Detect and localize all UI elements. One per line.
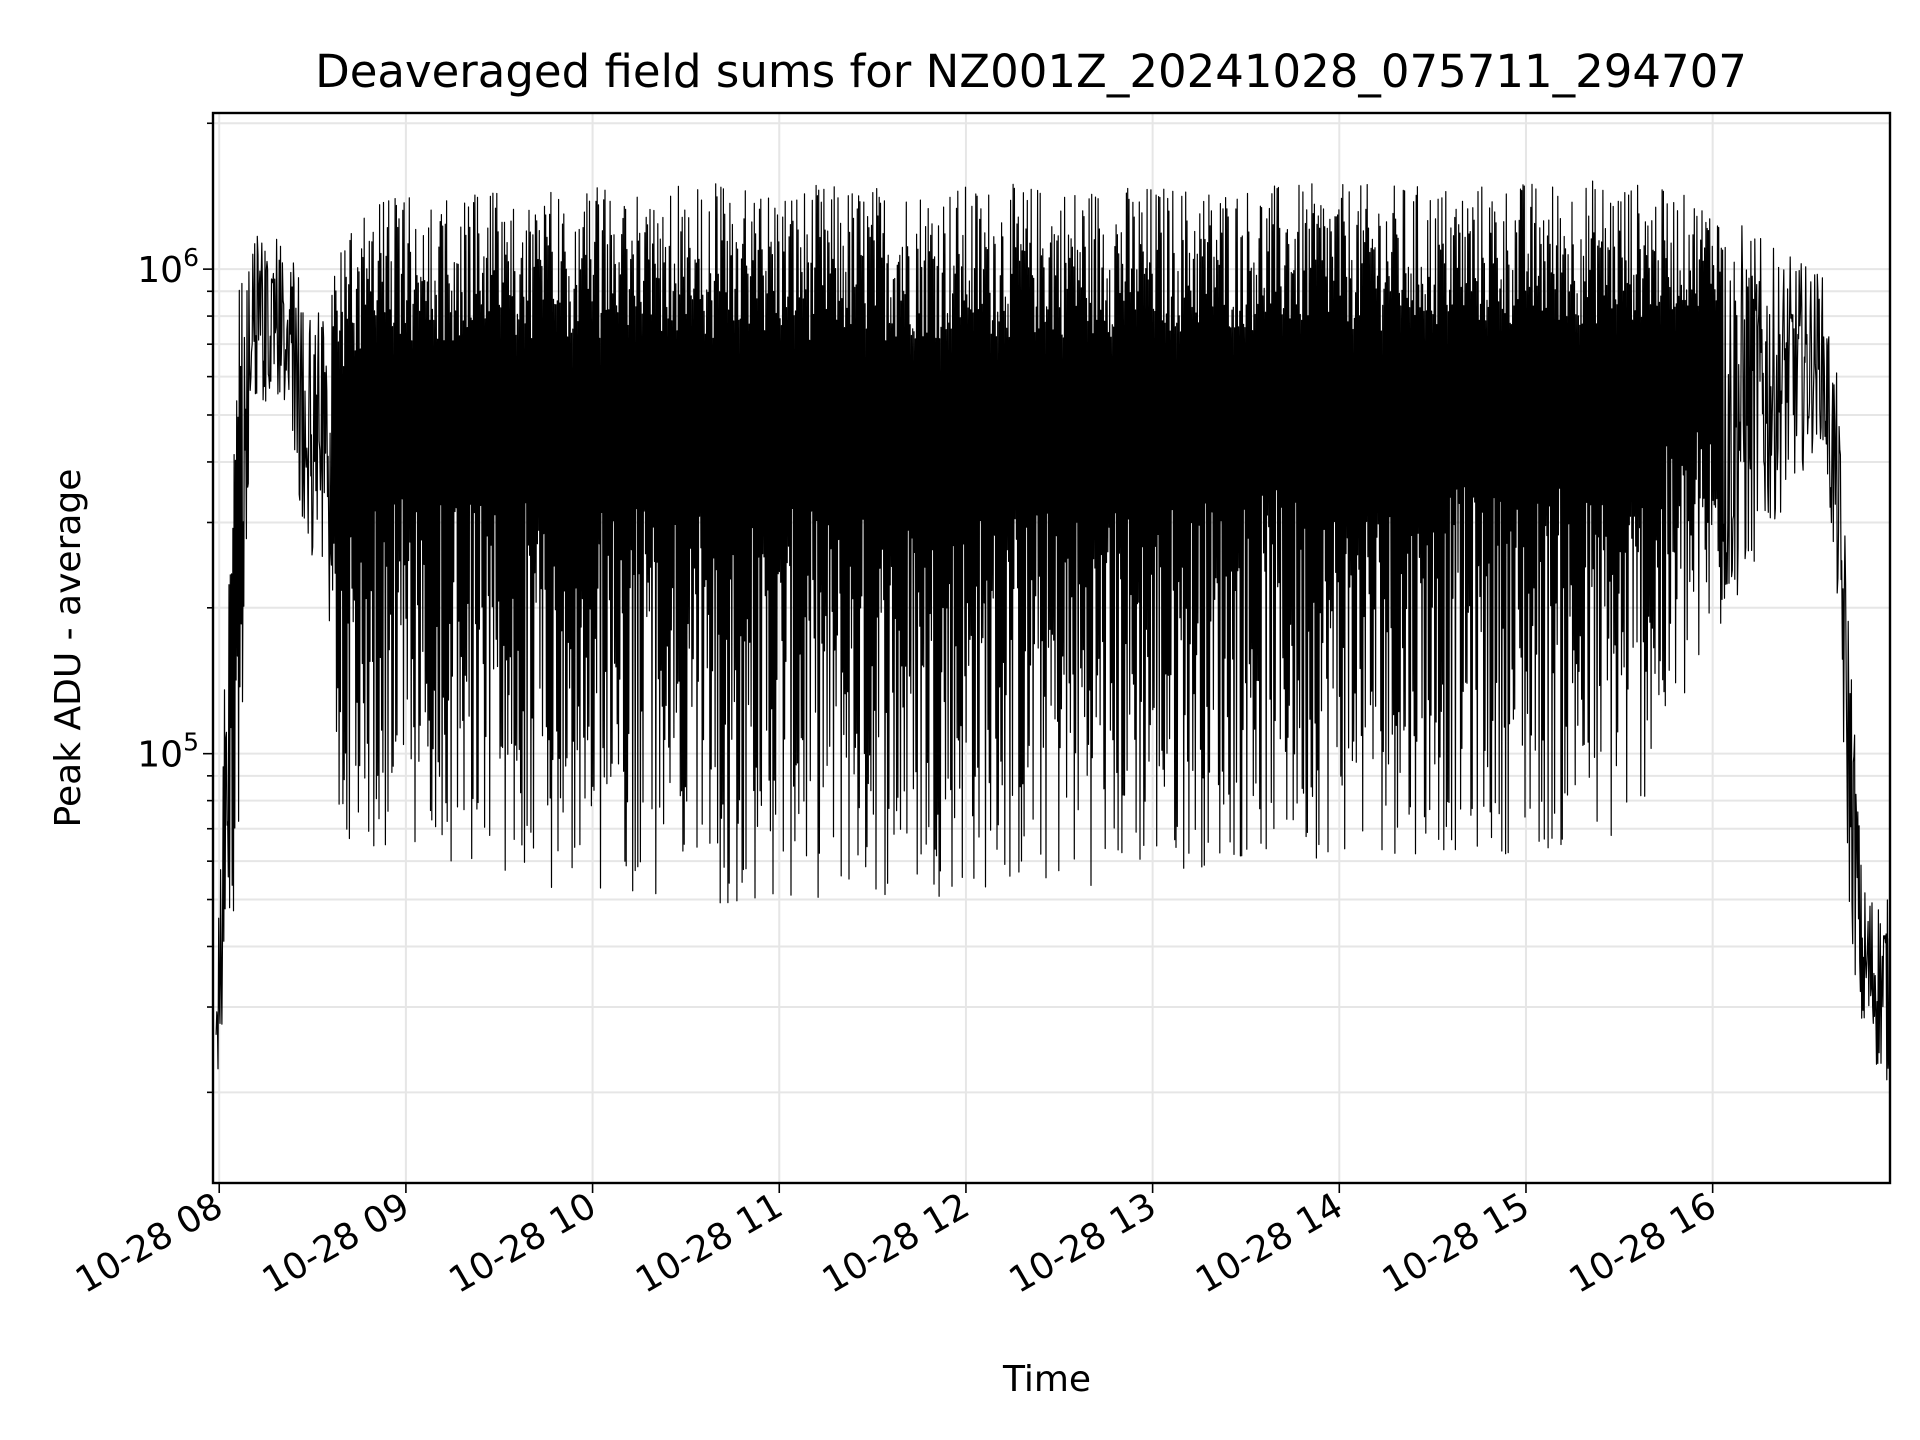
- y-tick-label: 105: [137, 728, 199, 776]
- x-tick-label: 10-28 15: [1376, 1185, 1537, 1301]
- y-axis: 105 106: [137, 122, 213, 1094]
- chart-title: Deaveraged field sums for NZ001Z_2024102…: [315, 45, 1747, 98]
- x-tick-label: 10-28 12: [816, 1185, 977, 1301]
- x-tick-label: 10-28 14: [1189, 1185, 1350, 1301]
- y-tick-label: 106: [137, 243, 199, 291]
- x-axis: 10-28 08 10-28 09 10-28 10 10-28 11 10-28 12…: [69, 1183, 1723, 1302]
- x-tick-label: 10-28 13: [1002, 1185, 1163, 1301]
- x-tick-label: 10-28 09: [256, 1185, 417, 1301]
- x-tick-label: 10-28 11: [629, 1185, 790, 1301]
- x-tick-label: 10-28 08: [69, 1185, 230, 1301]
- x-tick-label: 10-28 16: [1562, 1185, 1723, 1301]
- series-line: [215, 180, 1891, 1081]
- x-axis-label: Time: [1002, 1359, 1091, 1400]
- y-axis-label: Peak ADU - average: [48, 469, 89, 828]
- x-tick-label: 10-28 10: [442, 1185, 603, 1301]
- plot-frame: [211, 111, 1892, 1185]
